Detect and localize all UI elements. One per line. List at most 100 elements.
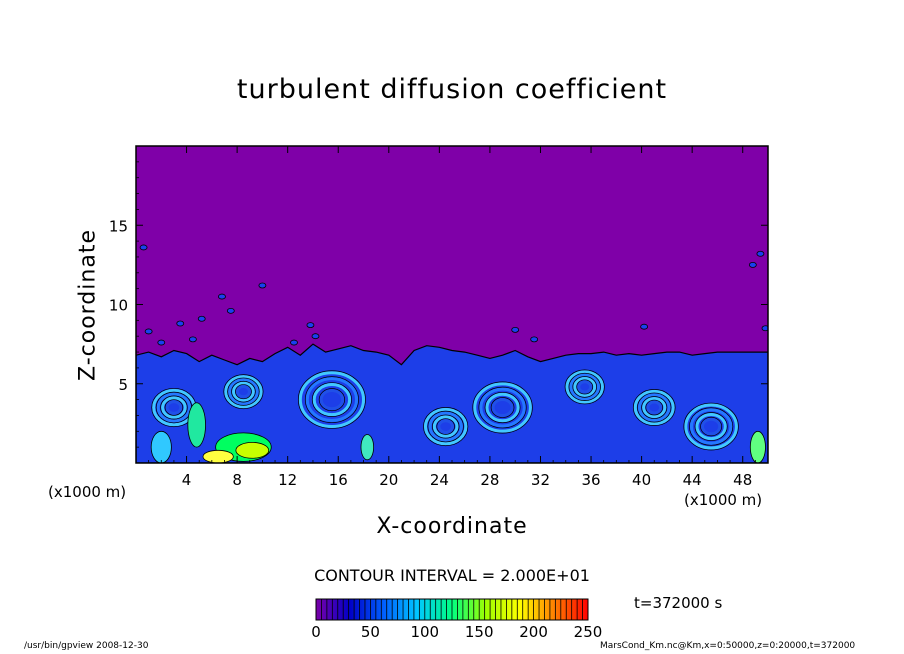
eddy-ring bbox=[228, 378, 259, 405]
x-tick-label: 8 bbox=[232, 471, 242, 489]
eddy-contour bbox=[641, 396, 668, 419]
mixed-layer-fill bbox=[136, 343, 768, 463]
eddy-ring bbox=[432, 415, 459, 438]
eddy-ring bbox=[701, 417, 722, 436]
eddy-ring bbox=[235, 385, 251, 399]
hot-spot-5 bbox=[150, 430, 172, 463]
x-tick-label: 44 bbox=[683, 471, 702, 489]
contour-blob bbox=[218, 293, 226, 300]
colorbar: 0 50 100 150 200 250 bbox=[311, 598, 603, 641]
eddy-contour bbox=[231, 380, 256, 403]
eddy-ring bbox=[428, 411, 463, 442]
eddy-contour bbox=[304, 376, 359, 423]
hot-spot-3 bbox=[202, 449, 234, 463]
contour-blob bbox=[176, 320, 185, 327]
eddy-ring bbox=[689, 408, 733, 445]
eddy-ring bbox=[224, 375, 263, 409]
eddy-4 bbox=[423, 407, 469, 447]
x-tick-label: 40 bbox=[632, 471, 651, 489]
hot-spot-7 bbox=[360, 434, 375, 461]
y-axis-ticks: 5 10 15 bbox=[109, 161, 768, 448]
eddy-6 bbox=[564, 369, 605, 405]
contour-blob bbox=[144, 328, 153, 335]
eddy-contour bbox=[436, 418, 455, 435]
eddy-ring bbox=[633, 389, 675, 426]
eddy-contour bbox=[318, 388, 346, 412]
eddy-ring bbox=[319, 388, 345, 411]
contour-blob bbox=[258, 282, 267, 289]
eddy-contour bbox=[297, 370, 366, 429]
eddy-ring bbox=[646, 400, 663, 415]
colorbar-tick-label: 200 bbox=[519, 623, 548, 641]
high-value-regions bbox=[150, 402, 766, 463]
eddy-ring bbox=[423, 407, 468, 446]
colorbar-tick-label: 150 bbox=[465, 623, 494, 641]
eddy-contour bbox=[160, 395, 188, 420]
eddy-ring bbox=[156, 392, 192, 423]
hot-spot-6 bbox=[749, 430, 766, 463]
footer-left: /usr/bin/gpview 2008-12-30 bbox=[24, 641, 149, 651]
plot-area bbox=[136, 146, 768, 463]
eddy-ring bbox=[684, 403, 738, 450]
eddy-ring bbox=[569, 373, 601, 401]
contour-blob bbox=[748, 261, 757, 268]
eddy-ring bbox=[161, 396, 187, 419]
contour-blob bbox=[139, 244, 148, 251]
eddy-7 bbox=[632, 389, 676, 426]
eddy-ring bbox=[298, 371, 366, 428]
eddy-contour bbox=[432, 414, 460, 439]
contour-blob bbox=[311, 333, 320, 340]
eddy-contour bbox=[694, 412, 728, 441]
eddy-contour bbox=[164, 399, 184, 416]
eddy-8 bbox=[683, 402, 739, 451]
eddy-ring bbox=[473, 382, 532, 433]
x-axis-ticks: 4 8 12 16 20 24 28 32 36 40 44 48 bbox=[148, 146, 756, 489]
eddy-ring bbox=[232, 381, 255, 402]
eddy-ring bbox=[305, 377, 359, 423]
contour-interval-label: CONTOUR INTERVAL = 2.000E+01 bbox=[314, 566, 590, 585]
eddy-contour bbox=[632, 389, 676, 426]
colorbar-tick-label: 50 bbox=[361, 623, 380, 641]
eddy-1 bbox=[151, 387, 197, 428]
eddy-contour bbox=[227, 377, 260, 406]
eddy-ring bbox=[437, 419, 455, 434]
x-tick-label: 32 bbox=[531, 471, 550, 489]
eddy-contour bbox=[235, 384, 252, 400]
contour-blob bbox=[290, 339, 298, 346]
eddy-3 bbox=[297, 370, 366, 429]
eddy-ring bbox=[479, 387, 526, 428]
colorbar-tick-label: 0 bbox=[311, 623, 321, 641]
chart-title: turbulent diffusion coefficient bbox=[236, 74, 668, 105]
contour-blob bbox=[226, 307, 235, 314]
colorbar-lines bbox=[321, 599, 583, 620]
contour-blob bbox=[511, 326, 520, 333]
contour-blob bbox=[157, 339, 166, 346]
colorbar-tick-label: 250 bbox=[574, 623, 603, 641]
x-tick-label: 28 bbox=[480, 471, 499, 489]
eddy-ring bbox=[491, 397, 514, 418]
x-axis-label: X-coordinate bbox=[376, 514, 528, 539]
contour-blob bbox=[306, 322, 315, 329]
eddy-ring bbox=[312, 383, 352, 417]
x-tick-label: 36 bbox=[581, 471, 600, 489]
eddy-contour bbox=[576, 379, 594, 395]
eddy-contour bbox=[472, 381, 533, 434]
eddy-contour bbox=[484, 391, 521, 424]
x-tick-label: 48 bbox=[733, 471, 752, 489]
contour-blob bbox=[761, 325, 768, 332]
eddy-contour bbox=[423, 407, 469, 447]
eddy-ring bbox=[642, 397, 667, 419]
eddy-contour bbox=[490, 397, 515, 418]
scatter-contours bbox=[139, 244, 768, 346]
x-tick-label: 20 bbox=[379, 471, 398, 489]
eddy-contour bbox=[689, 407, 734, 446]
contour-blob bbox=[188, 336, 197, 343]
eddy-ring bbox=[577, 380, 593, 394]
hot-spot-4 bbox=[187, 402, 206, 448]
eddy-contour bbox=[700, 416, 723, 437]
x-tick-label: 24 bbox=[430, 471, 449, 489]
hot-spot-2 bbox=[235, 441, 270, 459]
eddy-contour bbox=[311, 382, 352, 417]
eddy-contour bbox=[568, 372, 601, 402]
